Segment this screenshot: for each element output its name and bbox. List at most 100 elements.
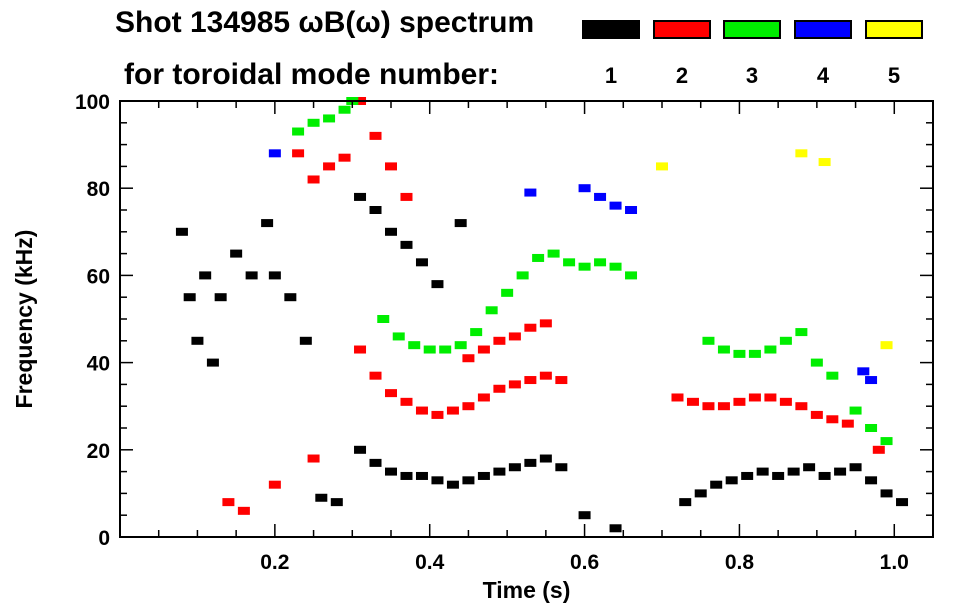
data-point <box>307 118 320 127</box>
data-point <box>702 402 715 411</box>
data-point <box>245 271 258 280</box>
data-point <box>408 341 421 350</box>
data-point <box>609 524 622 533</box>
data-point <box>315 493 328 502</box>
data-point <box>779 336 792 345</box>
series-n4 <box>268 149 878 385</box>
data-point <box>477 393 490 402</box>
data-point <box>539 454 552 463</box>
legend-label-5: 5 <box>887 63 901 88</box>
data-point <box>880 341 893 350</box>
data-point <box>400 240 413 249</box>
data-point <box>748 393 761 402</box>
data-point <box>524 323 537 332</box>
data-point <box>462 476 475 485</box>
legend-swatch-2 <box>653 20 711 39</box>
legend-label-3: 3 <box>745 63 759 88</box>
data-point <box>694 489 707 498</box>
data-point <box>803 463 816 472</box>
data-point <box>454 219 467 228</box>
data-point <box>787 467 800 476</box>
data-point <box>477 471 490 480</box>
data-point <box>299 336 312 345</box>
data-point <box>415 406 428 415</box>
x-tick-label: 0.6 <box>570 551 599 574</box>
data-point <box>857 367 870 376</box>
legend-label-4: 4 <box>816 63 830 88</box>
data-point <box>756 467 769 476</box>
data-point <box>423 345 436 354</box>
data-point <box>772 471 785 480</box>
data-point <box>508 332 521 341</box>
data-point <box>896 498 909 507</box>
data-point <box>872 445 885 454</box>
data-point <box>563 258 576 267</box>
data-point <box>733 349 746 358</box>
data-point <box>307 454 320 463</box>
data-point <box>609 201 622 210</box>
data-point <box>609 262 622 271</box>
data-point <box>199 271 212 280</box>
data-point <box>826 371 839 380</box>
data-point <box>369 206 382 214</box>
data-point <box>191 336 204 345</box>
data-point <box>354 345 367 354</box>
data-point <box>578 511 591 520</box>
x-tick-label: 0.8 <box>725 551 755 574</box>
y-tick-label: 20 <box>87 440 110 463</box>
data-point <box>717 402 730 411</box>
data-point <box>880 437 893 446</box>
data-point <box>307 175 320 184</box>
data-point <box>268 149 281 158</box>
data-point <box>547 249 560 258</box>
data-point <box>524 458 537 467</box>
data-point <box>741 471 754 480</box>
data-point <box>330 498 343 507</box>
data-point <box>175 227 188 236</box>
data-point <box>493 467 506 476</box>
y-tick-label: 40 <box>87 353 110 376</box>
data-point <box>439 345 452 354</box>
y-tick-label: 100 <box>75 91 110 114</box>
y-axis-label: Frequency (kHz) <box>11 230 37 409</box>
series-n3 <box>292 97 893 446</box>
data-point <box>470 328 483 337</box>
data-point <box>748 349 761 358</box>
legend-swatch-1 <box>582 20 640 39</box>
data-point <box>292 149 305 158</box>
data-point <box>268 480 281 489</box>
data-point <box>261 219 274 228</box>
data-point <box>462 354 475 363</box>
plot-frame <box>119 100 934 538</box>
data-point <box>841 419 854 428</box>
data-point <box>214 293 227 302</box>
data-point <box>594 192 607 201</box>
legend-swatch-3 <box>723 20 781 39</box>
data-point <box>431 410 444 419</box>
data-point <box>865 476 878 485</box>
data-point <box>594 258 607 267</box>
data-point <box>385 227 397 236</box>
data-point <box>524 188 537 197</box>
data-point <box>656 162 668 171</box>
data-point <box>686 397 699 406</box>
data-point <box>237 506 250 515</box>
data-point <box>392 332 405 341</box>
data-point <box>880 489 893 498</box>
x-tick-label: 0.4 <box>415 551 445 574</box>
data-point <box>865 376 878 385</box>
data-point <box>733 397 746 406</box>
data-point <box>400 397 413 406</box>
legend-label-1: 1 <box>604 63 618 88</box>
data-point <box>625 206 638 214</box>
data-point <box>578 184 591 193</box>
data-point <box>779 397 792 406</box>
data-point <box>462 402 475 411</box>
data-point <box>826 415 839 424</box>
chart-title-line1: Shot 134985 ωB(ω) spectrum <box>115 6 535 39</box>
legend-swatch-4 <box>794 20 852 39</box>
x-tick-label: 1.0 <box>880 551 909 574</box>
y-tick-label: 0 <box>98 527 110 550</box>
data-point <box>539 319 552 328</box>
